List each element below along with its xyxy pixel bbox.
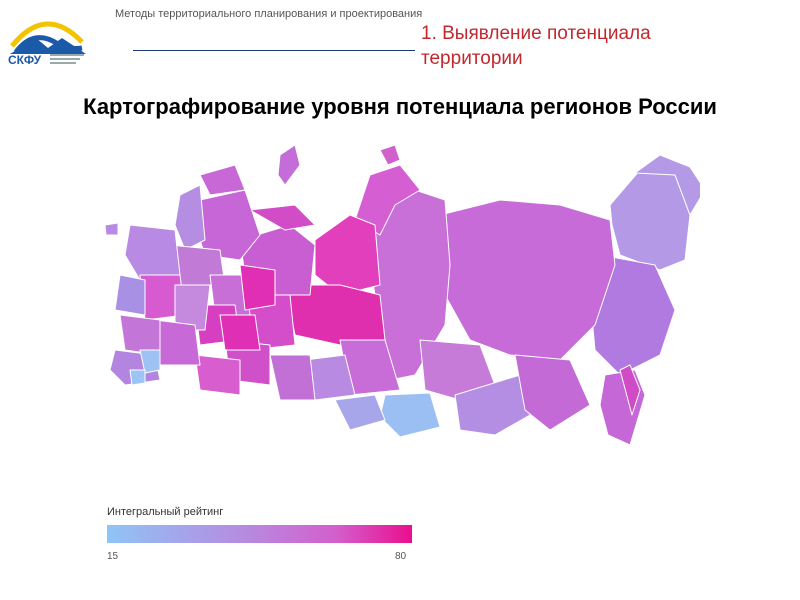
legend-max-value: 80 <box>395 551 407 562</box>
legend-min-value: 15 <box>107 551 119 562</box>
legend-gradient-bar <box>107 525 412 543</box>
region-central-2 <box>174 284 211 331</box>
page-title: Картографирование уровня потенциала реги… <box>83 94 717 119</box>
region-nenets <box>249 204 316 231</box>
region-zabaikalye <box>514 354 591 431</box>
region-yakutia <box>439 199 616 361</box>
region-yamal <box>314 214 381 296</box>
region-astrakhan-low <box>139 349 161 374</box>
legend-title: Интегральный рейтинг <box>107 506 224 518</box>
region-sakhalin <box>619 364 641 416</box>
region-orenburg <box>194 354 241 396</box>
region-central-1 <box>124 224 181 281</box>
region-karelia <box>174 184 206 251</box>
region-murmansk <box>199 164 246 196</box>
logo-text: СКФУ <box>8 53 42 66</box>
university-logo: СКФУ <box>6 8 88 67</box>
region-perm <box>239 264 276 311</box>
region-severnaya-zemlya <box>379 144 401 166</box>
region-altai <box>334 394 386 431</box>
region-buryatia <box>454 374 531 436</box>
course-title: Методы территориального планирования и п… <box>115 8 423 20</box>
region-belgorod <box>114 274 146 316</box>
region-bashkortostan <box>219 314 261 351</box>
region-omsk <box>269 354 316 401</box>
region-kaliningrad <box>104 222 119 236</box>
section-title: 1. Выявление потенциала территории <box>421 23 651 69</box>
region-dagestan-low <box>129 369 146 386</box>
header-divider <box>133 50 415 51</box>
region-south <box>119 314 161 356</box>
region-volga <box>154 319 201 366</box>
region-taimyr <box>354 164 421 236</box>
region-tyva <box>379 392 441 438</box>
region-novaya-zemlya <box>277 144 301 186</box>
region-far-east <box>609 169 691 271</box>
russia-regions-map <box>100 144 706 475</box>
